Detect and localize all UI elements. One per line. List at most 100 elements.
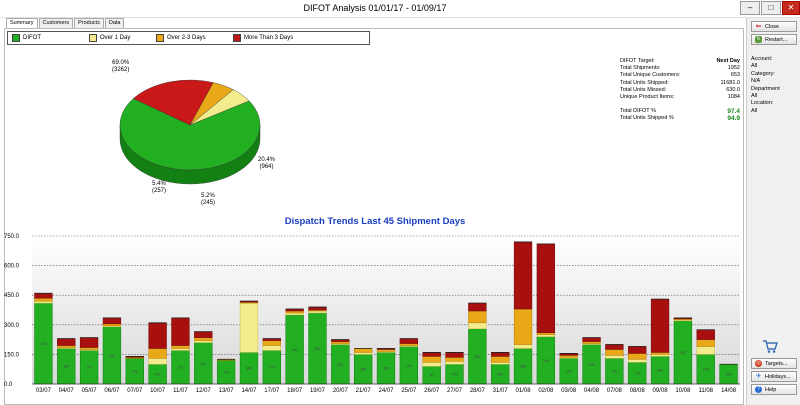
- bar-09-08-over-1-day: [650, 354, 670, 357]
- arrow-left-icon: ⇐: [755, 23, 762, 30]
- bar-26-07-over-2-3-days: [422, 356, 441, 363]
- stat-value: 97.4: [727, 108, 740, 116]
- x-tick-label: 28/07: [470, 388, 486, 394]
- bar-01-08-over-2-3-days: [513, 308, 533, 345]
- bar-10-07-over-1-day: [148, 358, 167, 365]
- legend-item-over23: Over 2-3 Days: [156, 34, 206, 42]
- tab-data[interactable]: Data: [104, 18, 125, 28]
- tab-products[interactable]: Products: [74, 18, 104, 28]
- bar-08-08-more-than-3-days: [628, 346, 647, 354]
- bar-value-label: 360: [315, 347, 321, 351]
- bar-02-08-over-1-day: [536, 334, 556, 337]
- x-tick-label: 17/07: [264, 388, 280, 394]
- bar-09-08-over-2-3-days: [650, 352, 670, 355]
- bar-31-07-more-than-3-days: [491, 352, 510, 357]
- x-tick-label: 06/07: [104, 388, 120, 394]
- stat-row: Unique Product Items: 1084: [620, 94, 740, 101]
- stat-label: DIFOT Target:: [620, 58, 655, 64]
- bar-02-08-more-than-3-days: [536, 243, 556, 333]
- stat-value: 1952: [727, 65, 740, 72]
- bar-value-label: 200: [589, 363, 595, 367]
- pie-slice-more3: [133, 79, 214, 126]
- x-tick-label: 09/08: [653, 388, 669, 394]
- bar-03-08-over-2-3-days: [559, 355, 578, 358]
- bar-12-07-over-1-day: [194, 340, 213, 343]
- bar-03-07-more-than-3-days: [34, 292, 53, 299]
- y-tick-label: 600.0: [4, 264, 20, 270]
- y-tick-label: 150.0: [4, 352, 20, 358]
- pie-slice-over1: [189, 89, 250, 126]
- x-tick-label: 24/07: [378, 388, 394, 394]
- stat-value: 1084: [727, 93, 740, 100]
- bar-value-label: 350: [292, 348, 298, 352]
- x-tick-label: 25/07: [401, 388, 417, 394]
- x-tick-label: 21/07: [356, 388, 372, 394]
- stat-label: Unique Product Items:: [620, 93, 675, 100]
- bar-value-label: 210: [200, 362, 206, 366]
- bar-11-07-over-2-3-days: [171, 345, 190, 349]
- bar-06-07-more-than-3-days: [102, 317, 122, 325]
- stat-label: Total DIFOT %: [620, 108, 656, 115]
- x-tick-label: 20/07: [333, 388, 349, 394]
- holidays-button[interactable]: ✈ Holidays...: [751, 371, 797, 382]
- bar-27-07-over-1-day: [445, 361, 464, 365]
- bar-01-08-more-than-3-days: [513, 241, 533, 310]
- bar-06-07-over-2-3-days: [102, 323, 122, 327]
- bar-27-07-over-2-3-days: [445, 357, 464, 362]
- targets-button[interactable]: ◎ Targets...: [751, 358, 797, 369]
- stat-label: Total Units Missed:: [620, 86, 667, 93]
- x-tick-label: 04/08: [584, 388, 600, 394]
- stat-row: Total DIFOT % 97.4: [620, 108, 740, 115]
- bar-11-08-over-2-3-days: [696, 339, 715, 347]
- stat-label: Total Shipments:: [620, 65, 661, 72]
- bar-value-label: 180: [63, 365, 69, 369]
- bar-04-07-over-2-3-days: [57, 345, 76, 348]
- bar-value-label: 280: [474, 355, 480, 359]
- bar-11-07-more-than-3-days: [171, 317, 190, 346]
- bar-18-07-over-2-3-days: [285, 310, 304, 314]
- bar-05-07-over-2-3-days: [79, 347, 99, 350]
- dispatch-chart-title: Dispatch Trends Last 45 Shipment Days: [284, 216, 466, 227]
- bar-04-08-more-than-3-days: [582, 337, 601, 342]
- y-tick-label: 0.0: [4, 382, 13, 388]
- stat-row: Total Shipments: 1952: [620, 65, 740, 72]
- x-tick-label: 11/07: [173, 388, 188, 394]
- bar-10-07-more-than-3-days: [148, 322, 167, 349]
- x-tick-label: 05/07: [82, 388, 98, 394]
- x-tick-label: 07/07: [127, 388, 143, 394]
- x-tick-label: 10/07: [150, 388, 166, 394]
- pie-chart: [119, 79, 261, 185]
- restart-button[interactable]: ↻ Restart...: [751, 34, 797, 45]
- bar-20-07-over-2-3-days: [331, 341, 350, 344]
- y-tick-label: 750.0: [4, 234, 20, 240]
- title-bar: DIFOT Analysis 01/01/17 - 01/09/17 – □ ✕: [0, 0, 800, 18]
- y-tick-label: 450.0: [4, 293, 20, 299]
- bar-31-07-over-2-3-days: [491, 356, 510, 363]
- bar-21-07-over-2-3-days: [354, 348, 373, 353]
- bar-value-label: 170: [86, 366, 92, 370]
- bar-17-07-over-2-3-days: [262, 340, 281, 346]
- help-button[interactable]: ? Help: [751, 384, 797, 395]
- x-tick-label: 13/07: [219, 388, 235, 394]
- close-window-button[interactable]: ✕: [782, 1, 800, 15]
- bar-value-label: 100: [726, 373, 732, 377]
- bar-19-07-over-1-day: [308, 310, 327, 314]
- sidebar: ⇐ Close ↻ Restart... Account: All Category:…: [746, 18, 800, 405]
- tab-summary[interactable]: Summary: [6, 18, 38, 28]
- legend-item-difot: DIFOT: [12, 34, 41, 42]
- summary-stats: DIFOT Target: Next Day Total Shipments: 195…: [620, 58, 740, 123]
- tab-customers[interactable]: Customers: [38, 18, 74, 28]
- maximize-button[interactable]: □: [761, 1, 781, 15]
- bar-value-label: 410: [40, 342, 46, 346]
- chart-legend: DIFOT Over 1 Day Over 2-3 Days More Than…: [7, 31, 370, 45]
- bar-28-07-over-2-3-days: [468, 310, 487, 324]
- bar-value-label: 130: [611, 370, 617, 374]
- x-tick-label: 12/07: [196, 388, 212, 394]
- close-button[interactable]: ⇐ Close: [751, 21, 797, 32]
- bar-12-07-over-2-3-days: [194, 337, 213, 341]
- minimize-button[interactable]: –: [740, 1, 760, 15]
- bar-02-08-over-2-3-days: [536, 332, 556, 335]
- stat-value: 653: [730, 72, 740, 79]
- bar-07-08-over-1-day: [605, 355, 624, 359]
- bar-18-07-over-1-day: [285, 312, 304, 316]
